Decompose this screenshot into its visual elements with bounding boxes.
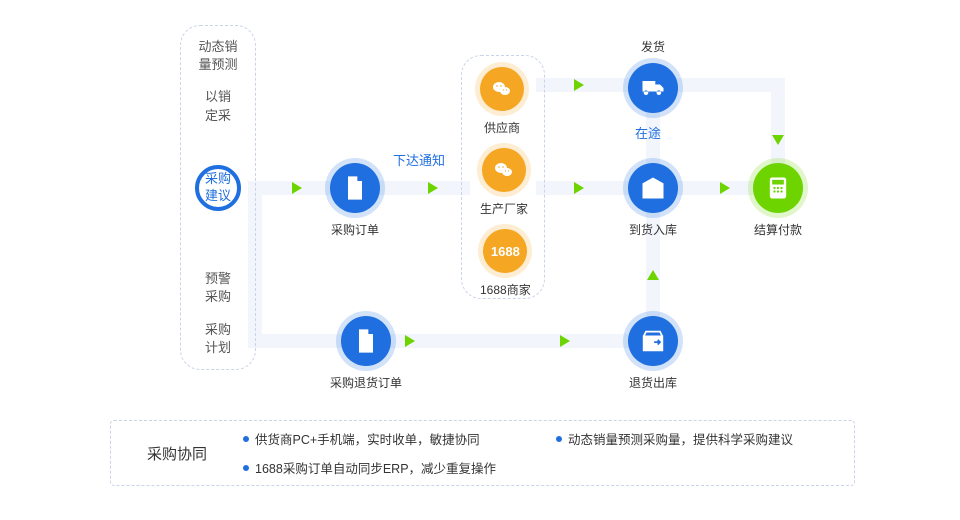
footer-bullet: 1688采购订单自动同步ERP，减少重复操作 (243, 458, 496, 477)
main-node-purchase-suggestion: 采购 建议 (195, 165, 241, 211)
truck-icon (628, 63, 678, 113)
1688-icon: 1688 (483, 229, 527, 273)
flow-arrow (574, 79, 584, 91)
node-label: 1688商家 (480, 281, 531, 298)
bullet-dot-icon (556, 436, 562, 442)
wechat-icon (480, 67, 524, 111)
node-ship: 发货 (628, 38, 678, 113)
node-arrival: 到货入库 (628, 163, 678, 238)
bullet-text: 1688采购订单自动同步ERP，减少重复操作 (255, 458, 496, 477)
left-box-item: 以销定采 (205, 88, 231, 124)
node-label: 供应商 (484, 119, 520, 136)
node-supplier-0: 供应商 (480, 67, 524, 136)
node-label: 生产厂家 (480, 200, 528, 217)
left-box-item: 预警采购 (205, 270, 231, 306)
flow-arrow (720, 182, 730, 194)
flow-arrow (428, 182, 438, 194)
node-supplier-2: 1688 1688商家 (480, 229, 531, 298)
left-box-item: 采购计划 (205, 321, 231, 357)
calc-icon (753, 163, 803, 213)
bullet-text: 动态销量预测采购量，提供科学采购建议 (568, 429, 793, 448)
bullet-dot-icon (243, 436, 249, 442)
node-settle: 结算付款 (753, 163, 803, 238)
flow-arrow (647, 270, 659, 280)
flow-arrow (405, 335, 415, 347)
box-out-icon (628, 316, 678, 366)
node-label: 到货入库 (629, 221, 677, 238)
left-box-item: 动态销量预测 (198, 38, 237, 74)
doc-icon (330, 163, 380, 213)
flow-arrow (574, 182, 584, 194)
node-return_out: 退货出库 (628, 316, 678, 391)
bullet-dot-icon (243, 465, 249, 471)
flow-arrow (292, 182, 302, 194)
flow-path-segment (536, 78, 634, 92)
node-label: 结算付款 (754, 221, 802, 238)
main-node-label-1: 采购 (205, 171, 231, 188)
bullet-text: 供货商PC+手机端，实时收单，敏捷协同 (255, 429, 480, 448)
flow-arrow (560, 335, 570, 347)
flow-arrow (772, 135, 784, 145)
flow-path-segment (248, 334, 660, 348)
node-label: 采购订单 (331, 221, 379, 238)
node-label: 发货 (641, 38, 665, 55)
main-node-label-2: 建议 (205, 188, 231, 205)
footer-bullet: 供货商PC+手机端，实时收单，敏捷协同 (243, 429, 496, 448)
footer-bullet: 动态销量预测采购量，提供科学采购建议 (556, 429, 793, 448)
flow-label-in-transit: 在途 (635, 123, 661, 142)
doc-icon (341, 316, 391, 366)
node-supplier-1: 生产厂家 (480, 148, 528, 217)
node-label: 采购退货订单 (330, 374, 402, 391)
warehouse-icon (628, 163, 678, 213)
wechat-icon (482, 148, 526, 192)
footer-title: 采购协同 (111, 443, 243, 464)
procurement-diagram: 动态销量预测以销定采 预警采购采购计划 采购 建议 供应商生产厂家1688168… (0, 0, 960, 520)
node-purchase_order: 采购订单 (330, 163, 380, 238)
flow-label-notify: 下达通知 (393, 150, 445, 169)
node-label: 退货出库 (629, 374, 677, 391)
node-return_order: 采购退货订单 (330, 316, 402, 391)
footer-box: 采购协同 供货商PC+手机端，实时收单，敏捷协同 动态销量预测采购量，提供科学采购… (110, 420, 855, 486)
